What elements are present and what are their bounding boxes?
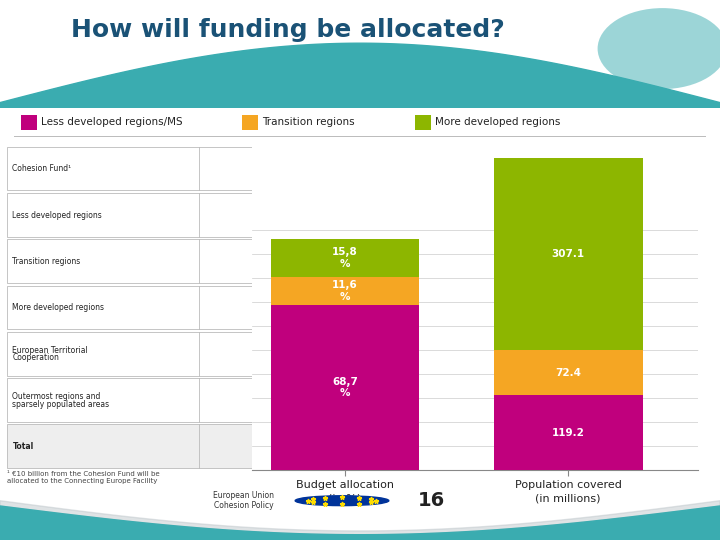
Bar [494,350,642,395]
FancyBboxPatch shape [7,239,266,283]
Text: European Territorial: European Territorial [12,346,88,355]
Text: Transition regions: Transition regions [12,257,81,266]
Bar [271,305,419,470]
FancyBboxPatch shape [7,147,266,191]
Ellipse shape [598,8,720,89]
Text: 16: 16 [418,491,445,510]
Text: 336.0: 336.0 [254,442,279,451]
Text: ¹ €10 billion from the Cohesion Fund will be
allocated to the Connecting Europe : ¹ €10 billion from the Cohesion Fund wil… [7,471,160,484]
Bar [271,239,419,277]
Text: 0.9: 0.9 [261,396,272,405]
FancyBboxPatch shape [7,378,266,422]
FancyBboxPatch shape [7,193,266,237]
Bar [271,277,419,305]
FancyBboxPatch shape [7,424,266,468]
Text: More developed regions: More developed regions [12,303,104,312]
Text: 307.1: 307.1 [552,249,585,259]
Text: 63.1: 63.1 [258,303,275,312]
Circle shape [295,496,389,505]
Text: Less developed regions: Less developed regions [12,211,102,220]
Bar [22,116,37,130]
Text: 72.4: 72.4 [555,368,581,377]
Text: Less developed regions/MS: Less developed regions/MS [40,117,182,127]
Bar [494,395,642,470]
Text: 69.7: 69.7 [258,165,275,173]
Text: Cohesion Fund¹: Cohesion Fund¹ [12,165,71,173]
Text: sparsely populated areas: sparsely populated areas [12,400,109,409]
Text: 11.7: 11.7 [258,349,275,359]
FancyBboxPatch shape [7,332,266,376]
Text: 11,6
%: 11,6 % [332,280,358,302]
Text: 162.8: 162.8 [256,211,277,220]
Text: 15,8
%: 15,8 % [332,247,358,269]
FancyBboxPatch shape [7,286,266,329]
Text: More developed regions: More developed regions [435,117,560,127]
Text: Cooperation: Cooperation [12,354,59,362]
Bar [243,116,258,130]
Text: Total: Total [12,442,34,451]
Text: 39.0: 39.0 [258,257,275,266]
Text: 68,7
%: 68,7 % [332,376,358,398]
Bar [415,116,431,130]
Text: 119.2: 119.2 [552,428,585,437]
Text: European Union
Cohesion Policy: European Union Cohesion Policy [212,491,274,510]
Bar [494,158,642,350]
Text: Outermost regions and: Outermost regions and [12,392,101,401]
Text: How will funding be allocated?: How will funding be allocated? [71,18,505,42]
Text: Transition regions: Transition regions [262,117,354,127]
